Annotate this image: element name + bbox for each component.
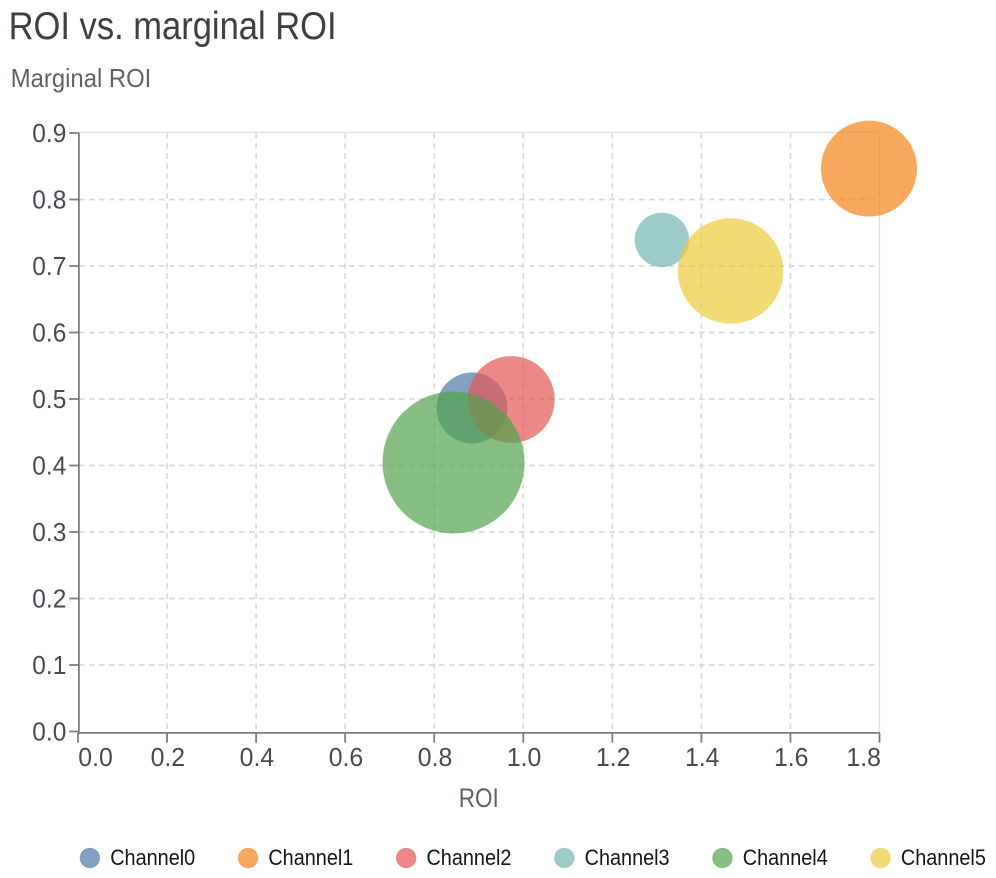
- svg-text:ROI vs. marginal ROI: ROI vs. marginal ROI: [9, 5, 337, 48]
- svg-text:0.7: 0.7: [32, 251, 66, 281]
- svg-text:Channel3: Channel3: [585, 845, 670, 870]
- svg-text:0.1: 0.1: [32, 650, 66, 680]
- svg-text:Marginal ROI: Marginal ROI: [11, 63, 152, 93]
- svg-text:ROI: ROI: [459, 783, 499, 813]
- svg-text:0.0: 0.0: [78, 742, 113, 772]
- svg-text:1.8: 1.8: [846, 742, 881, 772]
- svg-text:1.0: 1.0: [507, 742, 542, 772]
- svg-text:1.6: 1.6: [774, 742, 809, 772]
- svg-text:0.3: 0.3: [32, 517, 66, 547]
- svg-text:0.2: 0.2: [32, 584, 66, 614]
- svg-text:0.6: 0.6: [329, 742, 364, 772]
- svg-text:Channel2: Channel2: [426, 845, 511, 870]
- svg-text:1.4: 1.4: [685, 742, 720, 772]
- svg-text:0.8: 0.8: [418, 742, 453, 772]
- svg-text:0.4: 0.4: [240, 742, 275, 772]
- svg-text:Channel0: Channel0: [110, 845, 195, 870]
- svg-text:0.8: 0.8: [32, 185, 66, 215]
- svg-text:0.6: 0.6: [32, 318, 66, 348]
- svg-text:0.0: 0.0: [32, 717, 66, 747]
- svg-text:Channel1: Channel1: [268, 845, 353, 870]
- svg-text:Channel5: Channel5: [901, 845, 986, 870]
- svg-text:0.2: 0.2: [151, 742, 186, 772]
- svg-text:1.2: 1.2: [596, 742, 631, 772]
- svg-text:Channel4: Channel4: [743, 845, 828, 870]
- svg-text:0.5: 0.5: [32, 384, 66, 414]
- svg-text:0.9: 0.9: [32, 118, 66, 148]
- svg-text:0.4: 0.4: [32, 451, 66, 481]
